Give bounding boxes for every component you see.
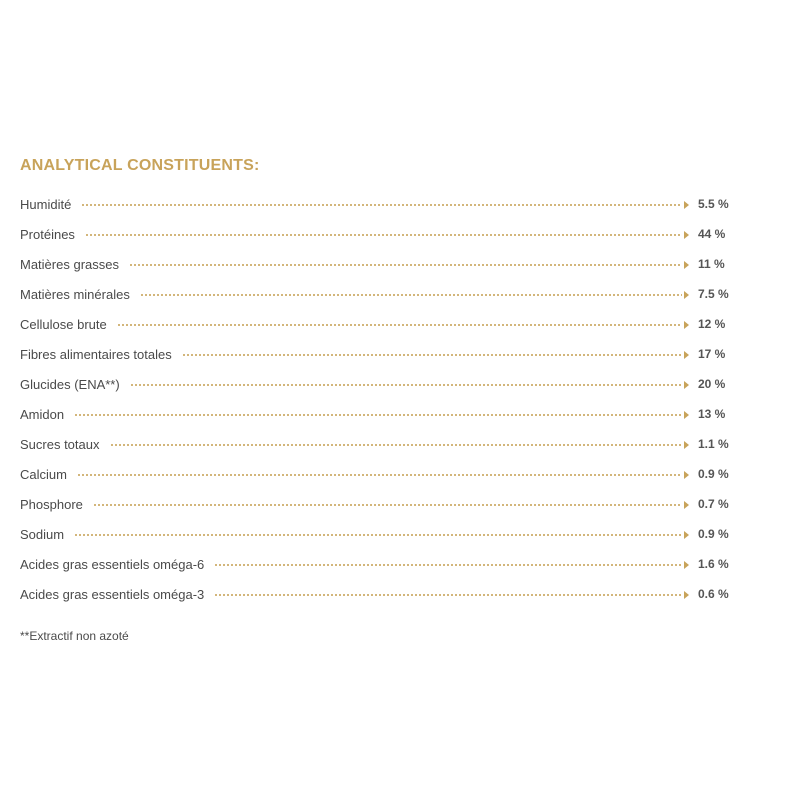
leader-dots: [74, 533, 682, 536]
analytical-constituents-panel: ANALYTICAL CONSTITUENTS: Humidité 5.5 % Pr…: [20, 156, 742, 643]
constituent-label: Fibres alimentaires totales: [20, 346, 172, 362]
constituent-value: 0.9 %: [698, 527, 729, 541]
constituent-label: Humidité: [20, 196, 72, 212]
constituent-label: Acides gras essentiels oméga-3: [20, 586, 205, 602]
leader-dots: [84, 233, 682, 236]
dotted-leader: [74, 530, 689, 539]
constituent-row: Cellulose brute 12 %: [20, 309, 742, 339]
constituent-label: Matières minérales: [20, 286, 130, 302]
constituent-value: 17 %: [698, 347, 726, 361]
arrow-right-icon: [684, 500, 689, 509]
dotted-leader: [81, 200, 689, 209]
dotted-leader: [214, 590, 689, 599]
arrow-right-icon: [684, 290, 689, 299]
arrow-right-icon: [684, 410, 689, 419]
leader-dots: [76, 473, 682, 476]
leader-dots: [92, 503, 682, 506]
constituent-label: Protéines: [20, 226, 75, 242]
constituent-row: Sucres totaux 1.1 %: [20, 429, 742, 459]
constituent-label: Sodium: [20, 526, 65, 542]
constituent-label: Amidon: [20, 406, 65, 422]
constituent-row: Sodium 0.9 %: [20, 519, 742, 549]
constituent-value: 5.5 %: [698, 197, 729, 211]
arrow-right-icon: [684, 260, 689, 269]
constituent-row: Glucides (ENA**) 20 %: [20, 369, 742, 399]
footnote: **Extractif non azoté: [20, 629, 129, 643]
leader-dots: [116, 323, 682, 326]
dotted-leader: [181, 350, 689, 359]
constituent-row: Amidon 13 %: [20, 399, 742, 429]
leader-dots: [109, 443, 682, 446]
dotted-leader: [109, 440, 689, 449]
arrow-right-icon: [684, 380, 689, 389]
constituent-value: 11 %: [698, 257, 725, 271]
constituent-label: Cellulose brute: [20, 316, 107, 332]
arrow-right-icon: [684, 590, 689, 599]
constituent-value: 1.6 %: [698, 557, 729, 571]
constituent-row: Matières grasses 11 %: [20, 249, 742, 279]
leader-dots: [214, 593, 682, 596]
leader-dots: [139, 293, 682, 296]
leader-dots: [214, 563, 682, 566]
dotted-leader: [74, 410, 689, 419]
constituents-list: Humidité 5.5 % Protéines 44 % Matières grass…: [20, 189, 742, 609]
leader-dots: [74, 413, 682, 416]
section-title: ANALYTICAL CONSTITUENTS:: [20, 157, 260, 174]
leader-dots: [128, 263, 682, 266]
constituent-label: Calcium: [20, 466, 67, 482]
dotted-leader: [128, 260, 689, 269]
constituent-row: Acides gras essentiels oméga-3 0.6 %: [20, 579, 742, 609]
constituent-row: Humidité 5.5 %: [20, 189, 742, 219]
constituent-value: 0.7 %: [698, 497, 729, 511]
dotted-leader: [84, 230, 689, 239]
arrow-right-icon: [684, 320, 689, 329]
constituent-value: 20 %: [698, 377, 726, 391]
dotted-leader: [116, 320, 689, 329]
constituent-row: Fibres alimentaires totales 17 %: [20, 339, 742, 369]
dotted-leader: [129, 380, 689, 389]
leader-dots: [129, 383, 682, 386]
constituent-label: Phosphore: [20, 496, 83, 512]
constituent-value: 1.1 %: [698, 437, 729, 451]
constituent-row: Acides gras essentiels oméga-6 1.6 %: [20, 549, 742, 579]
constituent-value: 0.9 %: [698, 467, 729, 481]
arrow-right-icon: [684, 470, 689, 479]
leader-dots: [181, 353, 682, 356]
dotted-leader: [139, 290, 689, 299]
constituent-value: 44 %: [698, 227, 726, 241]
constituent-value: 0.6 %: [698, 587, 729, 601]
leader-dots: [81, 203, 682, 206]
constituent-row: Matières minérales 7.5 %: [20, 279, 742, 309]
constituent-label: Glucides (ENA**): [20, 376, 120, 392]
constituent-label: Sucres totaux: [20, 436, 100, 452]
constituent-value: 12 %: [698, 317, 726, 331]
arrow-right-icon: [684, 350, 689, 359]
dotted-leader: [92, 500, 689, 509]
constituent-value: 7.5 %: [698, 287, 729, 301]
constituent-row: Protéines 44 %: [20, 219, 742, 249]
arrow-right-icon: [684, 530, 689, 539]
arrow-right-icon: [684, 440, 689, 449]
constituent-value: 13 %: [698, 407, 726, 421]
constituent-label: Acides gras essentiels oméga-6: [20, 556, 205, 572]
constituent-label: Matières grasses: [20, 256, 119, 272]
constituent-row: Phosphore 0.7 %: [20, 489, 742, 519]
arrow-right-icon: [684, 200, 689, 209]
dotted-leader: [76, 470, 689, 479]
constituent-row: Calcium 0.9 %: [20, 459, 742, 489]
arrow-right-icon: [684, 230, 689, 239]
dotted-leader: [214, 560, 689, 569]
arrow-right-icon: [684, 560, 689, 569]
